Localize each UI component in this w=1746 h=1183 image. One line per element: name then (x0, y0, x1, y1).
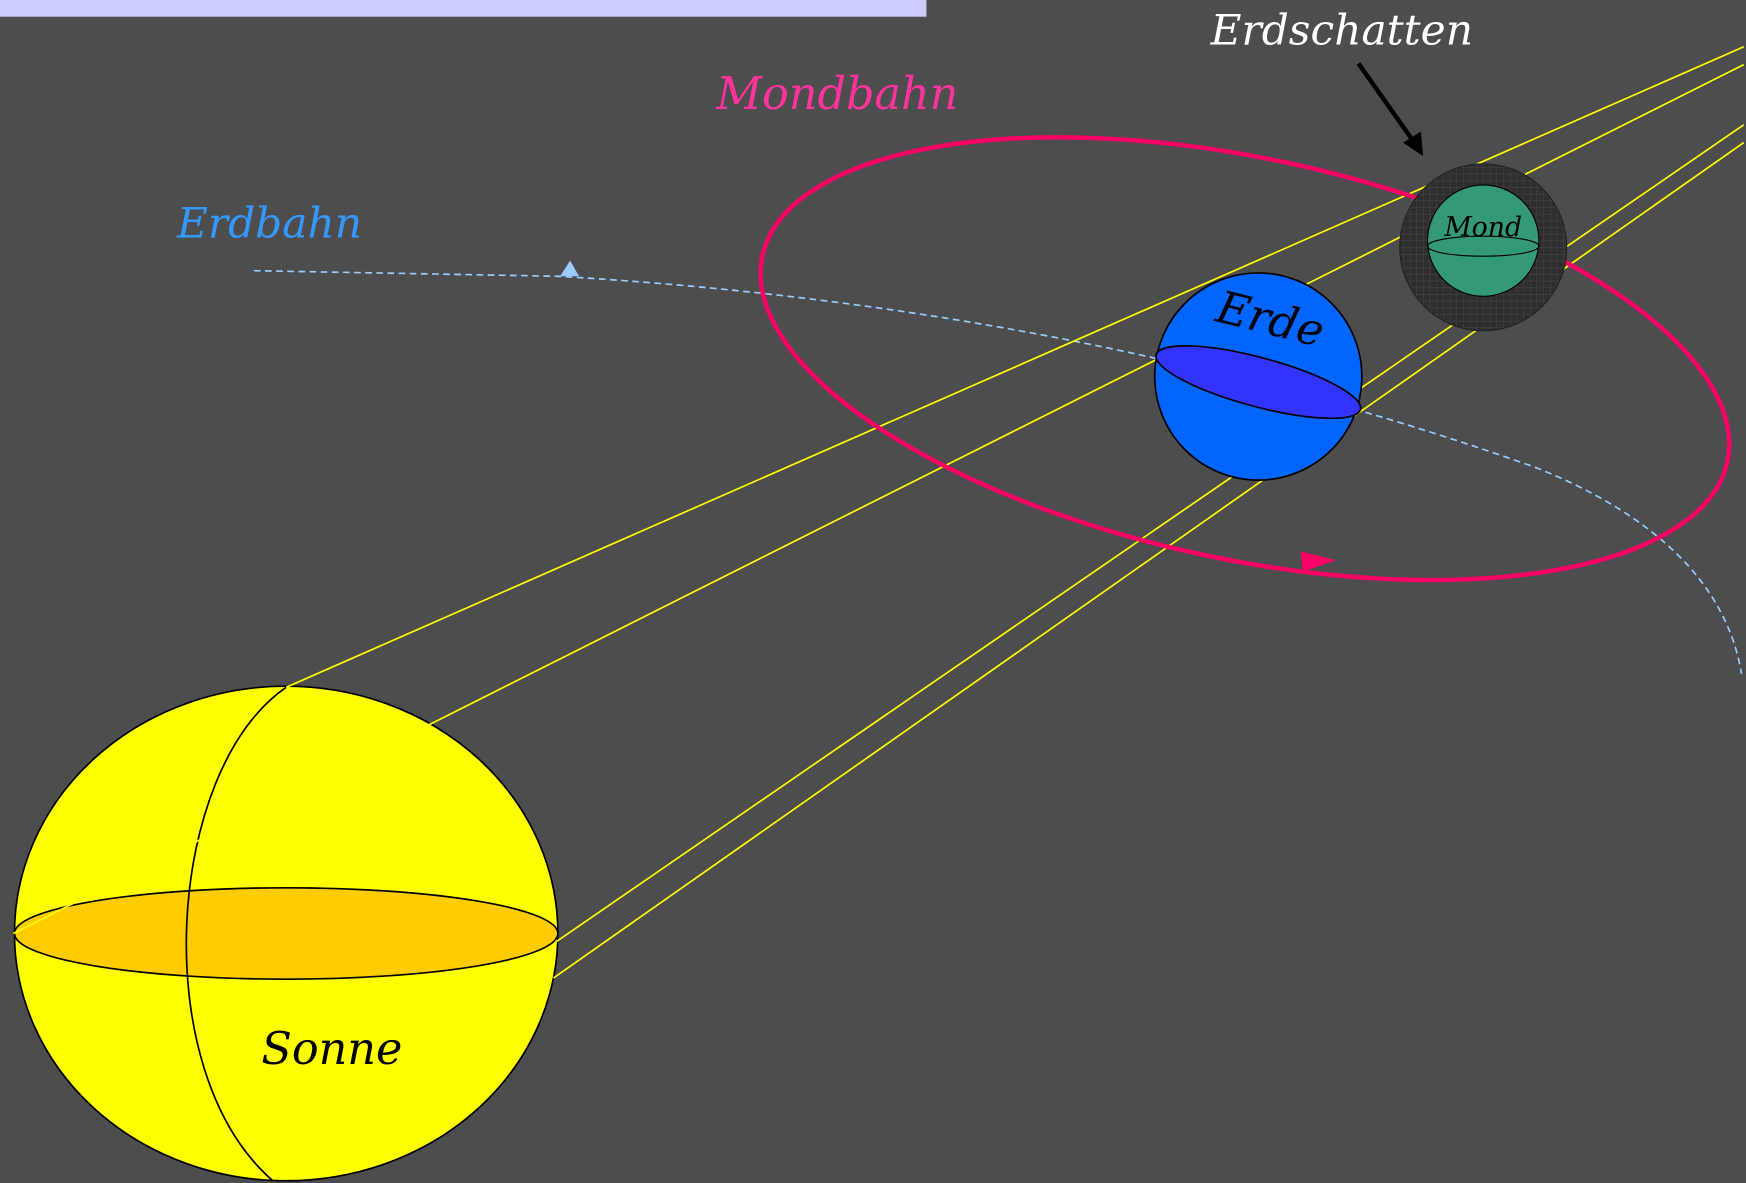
page: {"labels": {"shadow": "Erdschatten", "mo… (0, 0, 1746, 1183)
moon (1400, 164, 1567, 331)
shadow-label: Erdschatten (1210, 6, 1473, 55)
moon-orbit-label: Mondbahn (715, 68, 958, 120)
moon-label: Mond (1443, 212, 1522, 243)
eclipse-diagram: Erdschatten Mondbahn Erdbahn Erde Mond S… (0, 0, 1746, 1183)
top-bar (0, 0, 926, 17)
earth-orbit-label: Erdbahn (176, 198, 362, 247)
sun-label: Sonne (261, 1023, 402, 1075)
sun (14, 686, 557, 1181)
